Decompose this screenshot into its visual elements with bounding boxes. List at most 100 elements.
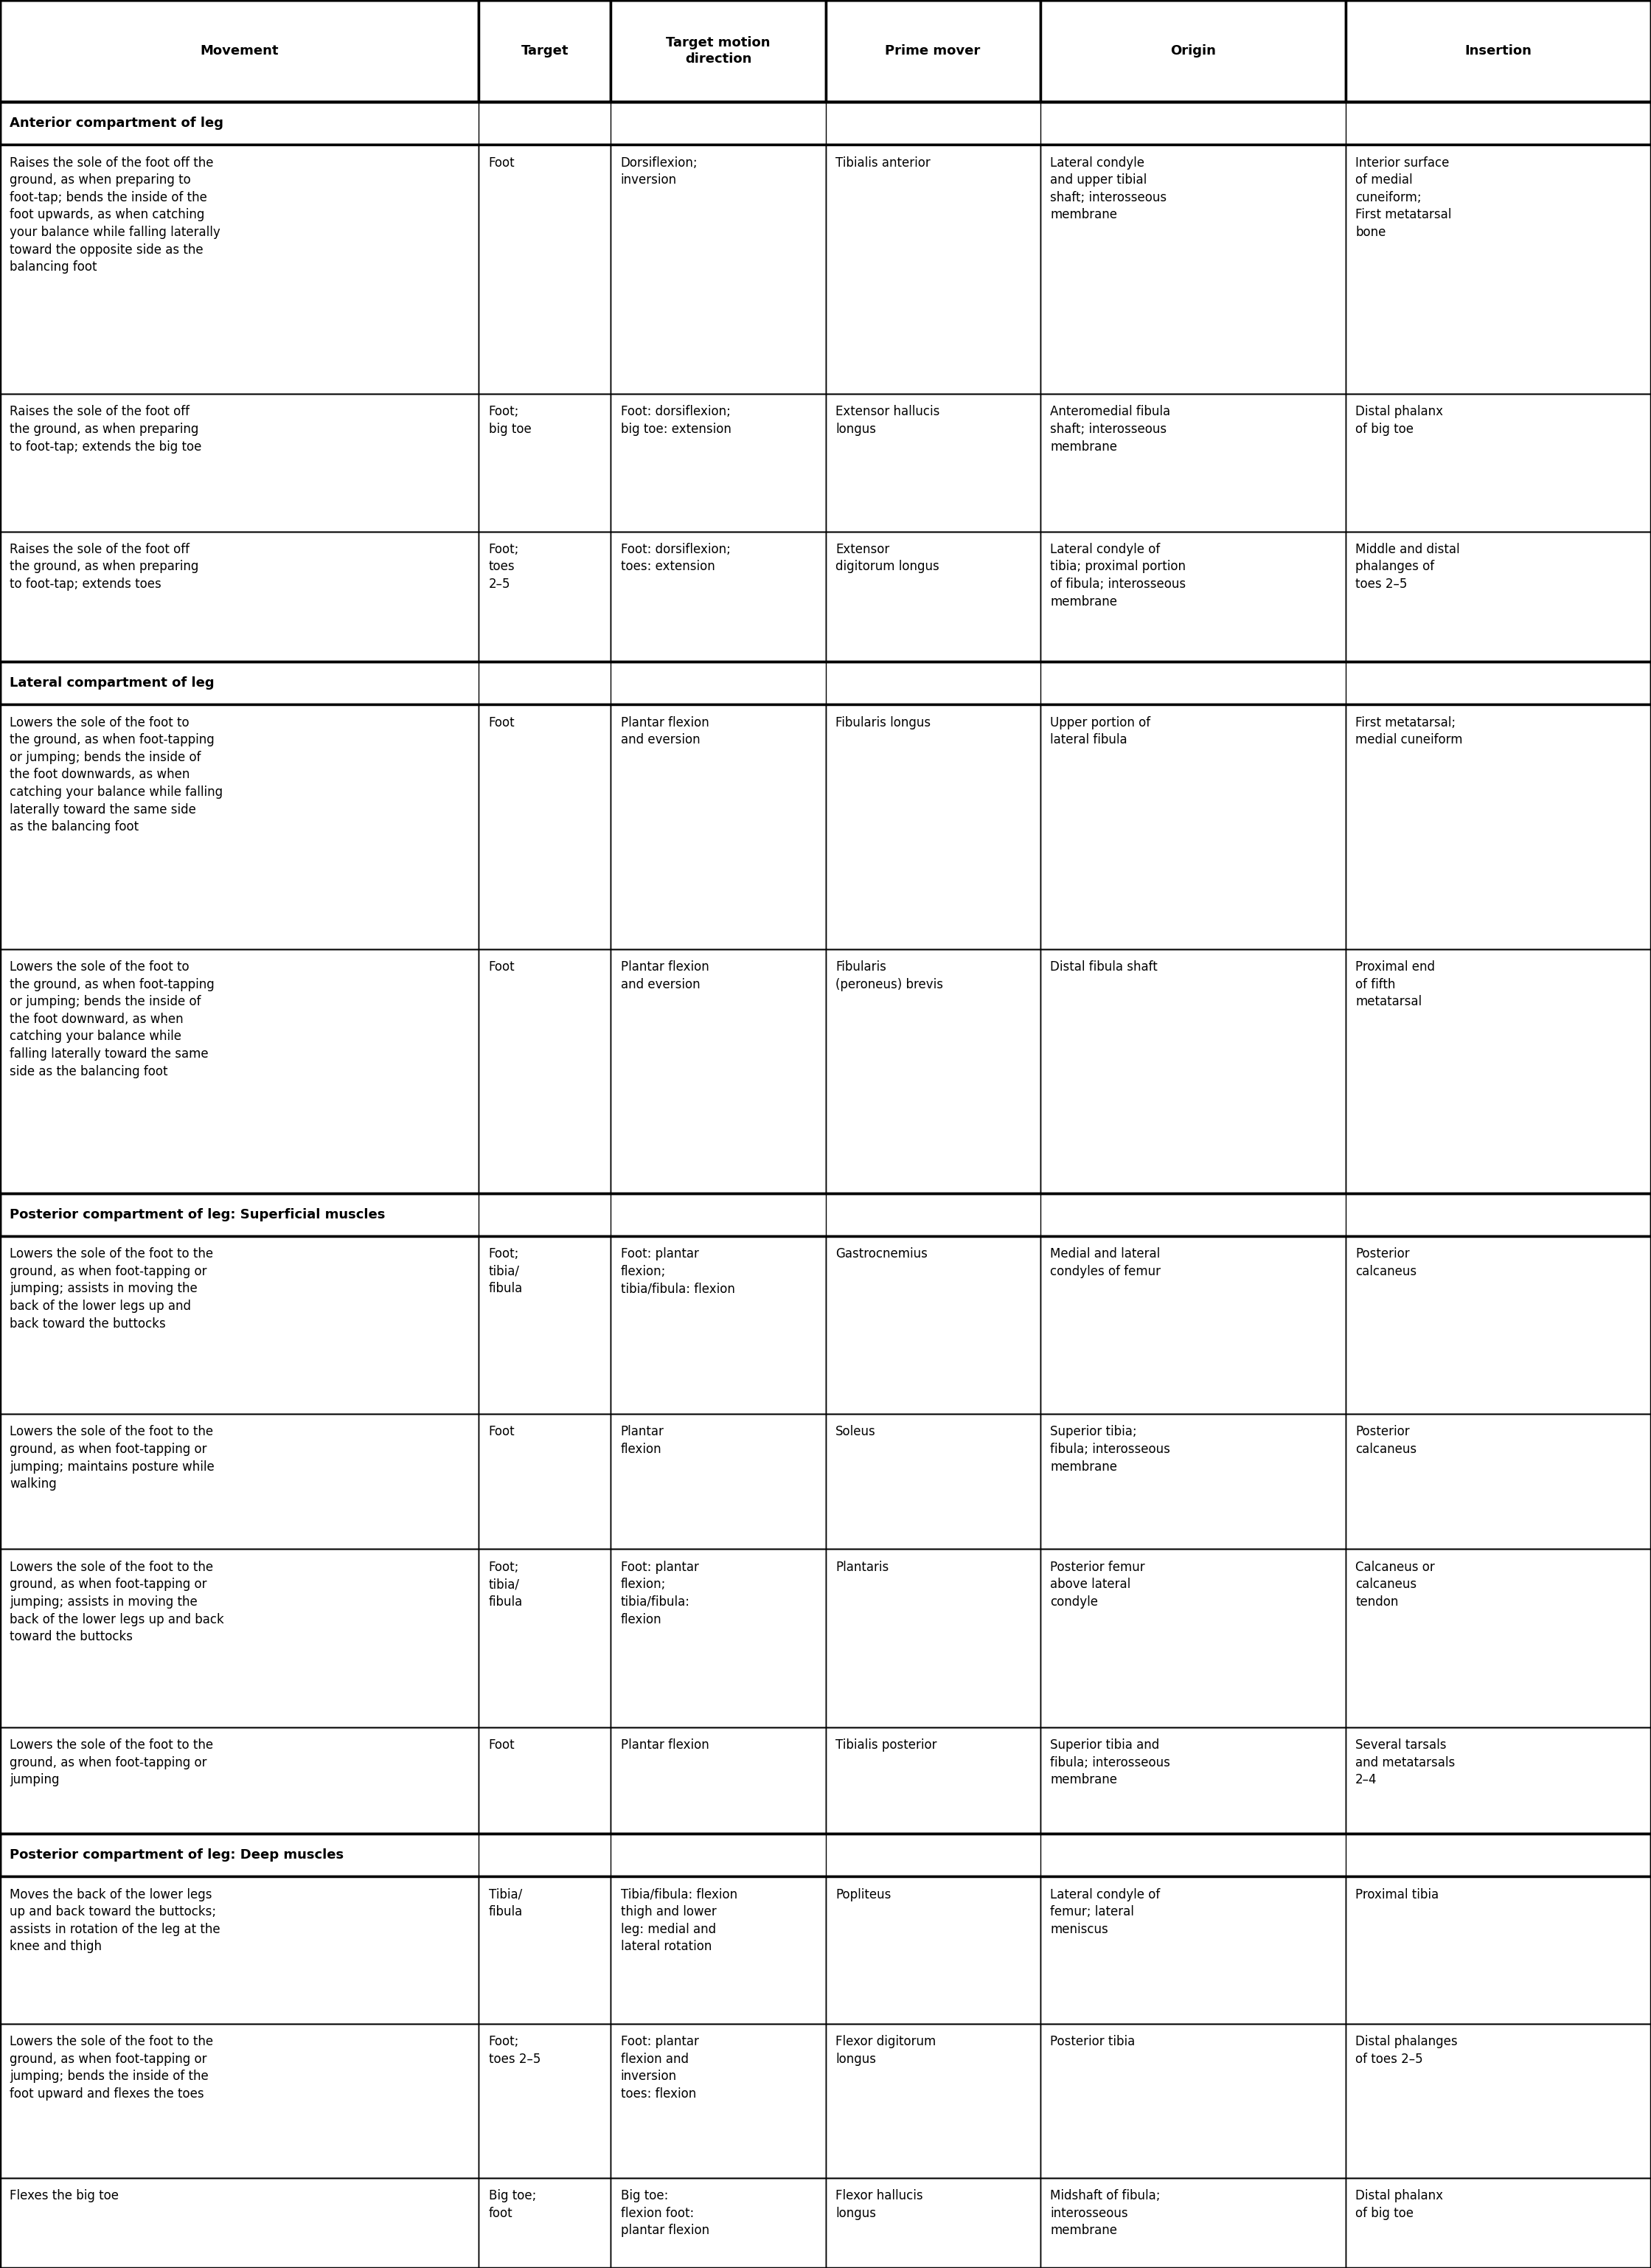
Bar xyxy=(611,1876,826,2023)
Bar xyxy=(0,705,479,948)
Text: Tibia/fibula: flexion
thigh and lower
leg: medial and
lateral rotation: Tibia/fibula: flexion thigh and lower le… xyxy=(621,1887,738,1953)
Bar xyxy=(479,948,611,1193)
Bar xyxy=(479,0,611,102)
Text: Extensor
digitorum longus: Extensor digitorum longus xyxy=(835,542,939,574)
Text: Lowers the sole of the foot to the
ground, as when foot-tapping or
jumping; main: Lowers the sole of the foot to the groun… xyxy=(10,1424,215,1490)
Text: Lowers the sole of the foot to
the ground, as when foot-tapping
or jumping; bend: Lowers the sole of the foot to the groun… xyxy=(10,959,215,1077)
Bar xyxy=(1346,1549,1651,1728)
Text: Extensor hallucis
longus: Extensor hallucis longus xyxy=(835,406,939,435)
Bar xyxy=(1040,0,1346,102)
Bar xyxy=(1346,705,1651,948)
Bar xyxy=(826,1549,1040,1728)
Bar xyxy=(479,2177,611,2268)
Text: Soleus: Soleus xyxy=(835,1424,875,1438)
Text: Posterior tibia: Posterior tibia xyxy=(1050,2034,1134,2048)
Text: Foot;
big toe: Foot; big toe xyxy=(489,406,532,435)
Bar xyxy=(1040,2023,1346,2177)
Text: Plantar flexion
and eversion: Plantar flexion and eversion xyxy=(621,717,708,746)
Text: Popliteus: Popliteus xyxy=(835,1887,892,1901)
Bar xyxy=(0,1236,479,1413)
Bar xyxy=(479,1413,611,1549)
Text: Foot;
tibia/
fibula: Foot; tibia/ fibula xyxy=(489,1247,523,1295)
Bar xyxy=(826,2023,1040,2177)
Bar xyxy=(1040,1236,1346,1413)
Bar xyxy=(0,2177,479,2268)
Bar xyxy=(826,1236,1040,1413)
Text: Big toe:
flexion foot:
plantar flexion: Big toe: flexion foot: plantar flexion xyxy=(621,2189,710,2236)
Text: Target: Target xyxy=(522,45,568,57)
Bar xyxy=(0,948,479,1193)
Bar xyxy=(0,662,1651,705)
Text: Proximal end
of fifth
metatarsal: Proximal end of fifth metatarsal xyxy=(1355,959,1435,1009)
Bar xyxy=(479,531,611,662)
Text: Raises the sole of the foot off
the ground, as when preparing
to foot-tap; exten: Raises the sole of the foot off the grou… xyxy=(10,406,201,454)
Bar xyxy=(826,395,1040,531)
Bar xyxy=(611,1728,826,1835)
Bar xyxy=(826,2177,1040,2268)
Text: Foot: plantar
flexion and
inversion
toes: flexion: Foot: plantar flexion and inversion toes… xyxy=(621,2034,698,2100)
Bar xyxy=(1346,2177,1651,2268)
Text: Flexor digitorum
longus: Flexor digitorum longus xyxy=(835,2034,936,2066)
Text: Tibia/
fibula: Tibia/ fibula xyxy=(489,1887,523,1919)
Bar xyxy=(0,145,479,395)
Bar xyxy=(0,1835,1651,1876)
Text: Foot: Foot xyxy=(489,1740,515,1751)
Text: Big toe;
foot: Big toe; foot xyxy=(489,2189,537,2220)
Bar xyxy=(826,0,1040,102)
Bar xyxy=(826,531,1040,662)
Bar xyxy=(1346,0,1651,102)
Text: Posterior
calcaneus: Posterior calcaneus xyxy=(1355,1247,1417,1279)
Bar xyxy=(611,145,826,395)
Bar xyxy=(1346,395,1651,531)
Text: Movement: Movement xyxy=(200,45,279,57)
Bar xyxy=(479,1728,611,1835)
Text: Foot: Foot xyxy=(489,717,515,730)
Text: Target motion
direction: Target motion direction xyxy=(665,36,771,66)
Bar xyxy=(0,1549,479,1728)
Text: Flexor hallucis
longus: Flexor hallucis longus xyxy=(835,2189,923,2220)
Text: Dorsiflexion;
inversion: Dorsiflexion; inversion xyxy=(621,156,698,186)
Bar xyxy=(1040,1728,1346,1835)
Text: Posterior
calcaneus: Posterior calcaneus xyxy=(1355,1424,1417,1456)
Bar xyxy=(611,1236,826,1413)
Text: Foot;
tibia/
fibula: Foot; tibia/ fibula xyxy=(489,1560,523,1608)
Bar xyxy=(479,1236,611,1413)
Text: Distal phalanges
of toes 2–5: Distal phalanges of toes 2–5 xyxy=(1355,2034,1458,2066)
Bar xyxy=(1040,395,1346,531)
Text: Posterior femur
above lateral
condyle: Posterior femur above lateral condyle xyxy=(1050,1560,1144,1608)
Text: Medial and lateral
condyles of femur: Medial and lateral condyles of femur xyxy=(1050,1247,1161,1279)
Text: Calcaneus or
calcaneus
tendon: Calcaneus or calcaneus tendon xyxy=(1355,1560,1435,1608)
Text: Posterior compartment of leg: Deep muscles: Posterior compartment of leg: Deep muscl… xyxy=(10,1848,343,1862)
Bar xyxy=(1040,531,1346,662)
Bar xyxy=(1040,2177,1346,2268)
Text: First metatarsal;
medial cuneiform: First metatarsal; medial cuneiform xyxy=(1355,717,1463,746)
Bar xyxy=(0,395,479,531)
Bar xyxy=(479,2023,611,2177)
Text: Lowers the sole of the foot to
the ground, as when foot-tapping
or jumping; bend: Lowers the sole of the foot to the groun… xyxy=(10,717,223,835)
Bar xyxy=(479,705,611,948)
Text: Foot: Foot xyxy=(489,959,515,973)
Bar xyxy=(826,948,1040,1193)
Bar xyxy=(0,0,479,102)
Text: Lowers the sole of the foot to the
ground, as when foot-tapping or
jumping; bend: Lowers the sole of the foot to the groun… xyxy=(10,2034,213,2100)
Text: Distal phalanx
of big toe: Distal phalanx of big toe xyxy=(1355,2189,1443,2220)
Bar xyxy=(611,1413,826,1549)
Text: Lateral condyle
and upper tibial
shaft; interosseous
membrane: Lateral condyle and upper tibial shaft; … xyxy=(1050,156,1167,222)
Text: Distal phalanx
of big toe: Distal phalanx of big toe xyxy=(1355,406,1443,435)
Bar xyxy=(1346,145,1651,395)
Text: Flexes the big toe: Flexes the big toe xyxy=(10,2189,119,2202)
Text: Superior tibia and
fibula; interosseous
membrane: Superior tibia and fibula; interosseous … xyxy=(1050,1740,1171,1787)
Text: Foot: plantar
flexion;
tibia/fibula:
flexion: Foot: plantar flexion; tibia/fibula: fle… xyxy=(621,1560,698,1626)
Bar xyxy=(1346,531,1651,662)
Bar xyxy=(1040,1549,1346,1728)
Text: Lowers the sole of the foot to the
ground, as when foot-tapping or
jumping: Lowers the sole of the foot to the groun… xyxy=(10,1740,213,1787)
Bar xyxy=(0,1728,479,1835)
Bar xyxy=(1040,1876,1346,2023)
Text: Lateral condyle of
femur; lateral
meniscus: Lateral condyle of femur; lateral menisc… xyxy=(1050,1887,1161,1937)
Text: Plantaris: Plantaris xyxy=(835,1560,888,1574)
Bar xyxy=(611,0,826,102)
Bar xyxy=(826,1413,1040,1549)
Text: Tibialis anterior: Tibialis anterior xyxy=(835,156,931,170)
Bar xyxy=(611,531,826,662)
Bar xyxy=(1346,1413,1651,1549)
